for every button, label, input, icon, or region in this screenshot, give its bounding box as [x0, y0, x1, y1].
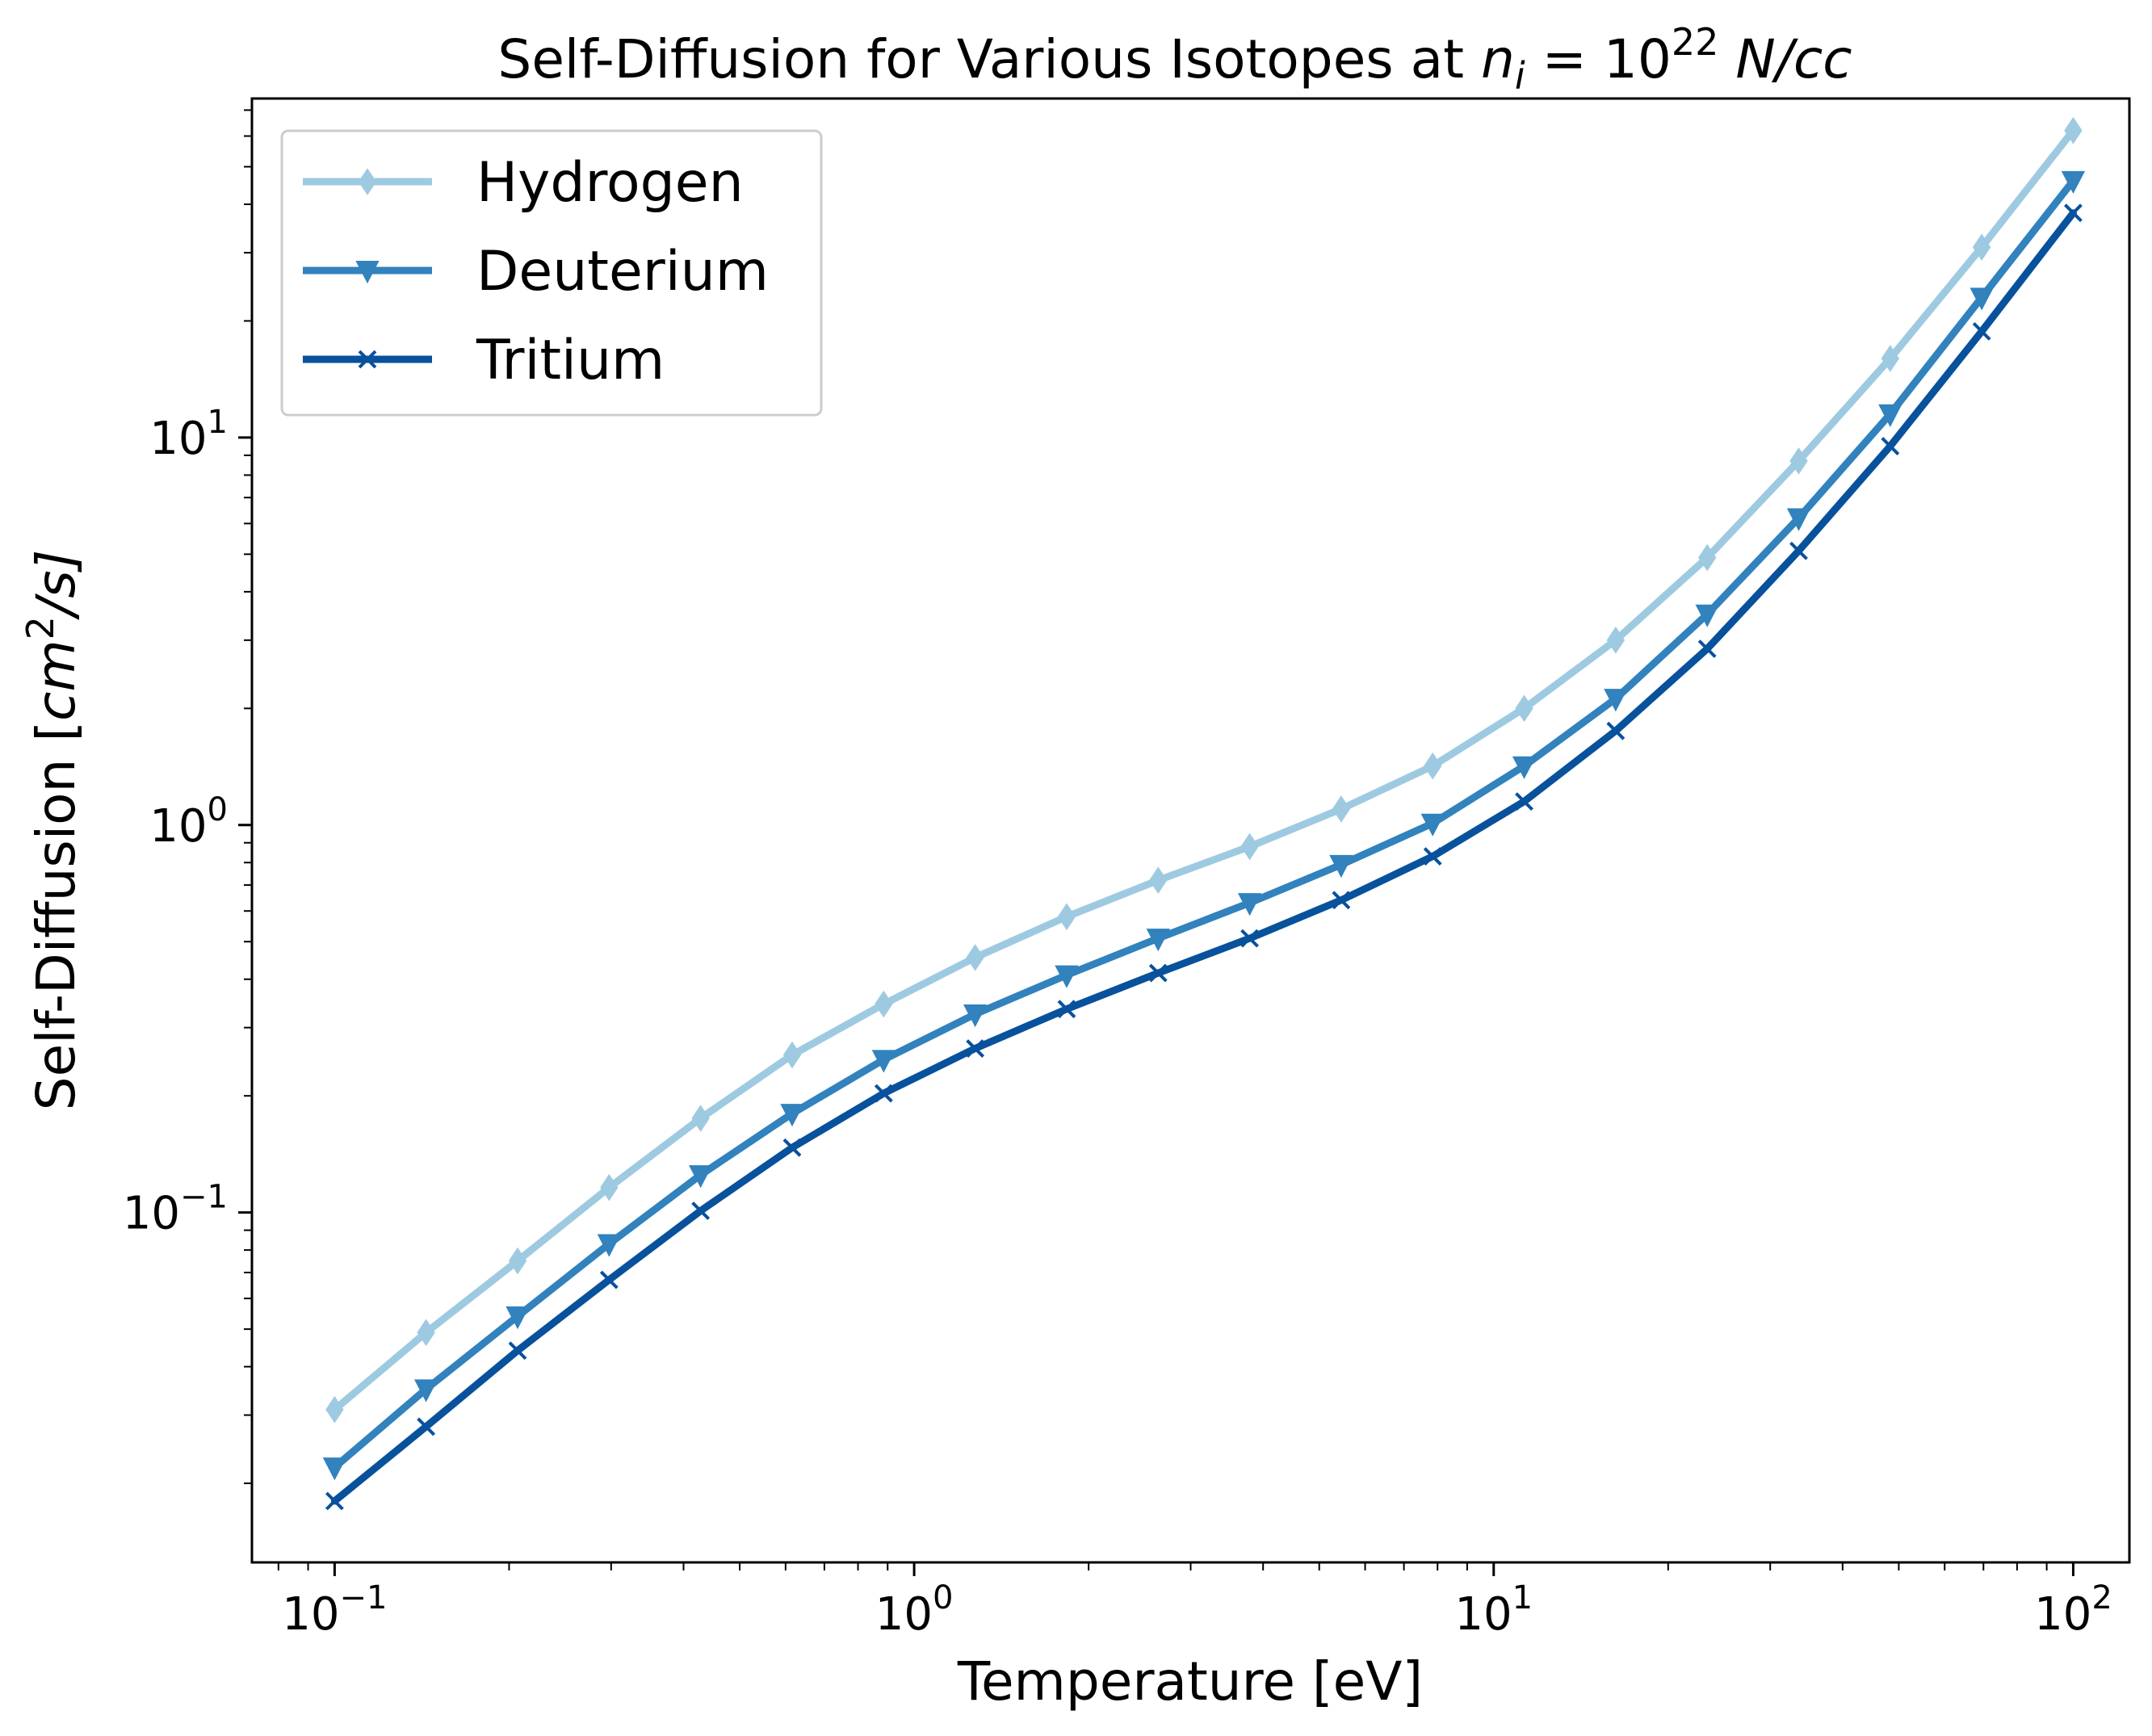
point-deuterium	[1786, 508, 1811, 531]
point-tritium	[1881, 437, 1900, 456]
series-tritium	[325, 203, 2083, 1511]
point-hydrogen	[966, 944, 984, 971]
legend-label: Tritium	[476, 329, 665, 392]
legend-marker	[358, 168, 377, 195]
point-tritium	[325, 1491, 344, 1511]
point-tritium	[1972, 321, 1991, 341]
point-hydrogen	[691, 1105, 710, 1132]
point-deuterium	[1512, 756, 1537, 779]
x-minor-ticks	[277, 1562, 2048, 1570]
point-deuterium	[1878, 404, 1902, 427]
legend-item-hydrogen: Hydrogen	[303, 151, 744, 215]
point-tritium	[1515, 792, 1533, 811]
chart-title: Self-Diffusion for Various Isotopes at n…	[497, 20, 1852, 98]
x-tick-label: 101	[1454, 1579, 1533, 1641]
y-major-ticks: 10−1 100 101	[123, 404, 252, 1240]
point-deuterium	[413, 1379, 438, 1403]
point-deuterium	[1604, 689, 1628, 712]
point-deuterium	[597, 1234, 621, 1257]
y-axis-label: Self-Diffusion [cm2/s]	[19, 550, 87, 1111]
point-deuterium	[1329, 854, 1353, 878]
point-hydrogen	[600, 1173, 619, 1201]
point-deuterium	[1055, 965, 1079, 988]
point-tritium	[508, 1341, 527, 1361]
point-tritium	[874, 1084, 893, 1103]
legend-item-tritium: Tritium	[303, 329, 665, 392]
point-deuterium	[871, 1050, 896, 1073]
legend-marker	[358, 350, 377, 369]
point-hydrogen	[1606, 627, 1626, 654]
point-tritium	[599, 1270, 619, 1289]
point-deuterium	[505, 1306, 530, 1330]
point-hydrogen	[1149, 866, 1168, 895]
point-deuterium	[1420, 813, 1445, 837]
point-tritium	[1240, 929, 1259, 948]
point-tritium	[691, 1201, 711, 1220]
point-tritium	[1332, 891, 1351, 910]
point-hydrogen	[1697, 543, 1717, 572]
series-line-deuterium	[330, 177, 2077, 1471]
point-deuterium	[1146, 929, 1170, 952]
point-hydrogen	[875, 990, 893, 1018]
legend-box	[280, 129, 823, 417]
x-axis-label: Temperature [eV]	[957, 1650, 1423, 1713]
point-deuterium	[780, 1104, 804, 1127]
legend-label: Hydrogen	[476, 151, 744, 215]
point-hydrogen	[1332, 795, 1351, 823]
point-hydrogen	[782, 1041, 802, 1069]
point-tritium	[2064, 203, 2083, 223]
point-tritium	[1606, 721, 1626, 740]
point-hydrogen	[1789, 447, 1808, 475]
point-deuterium	[322, 1457, 347, 1481]
point-hydrogen	[508, 1247, 527, 1275]
point-hydrogen	[1881, 345, 1900, 372]
point-deuterium	[2061, 170, 2086, 195]
point-hydrogen	[2064, 116, 2083, 145]
point-hydrogen	[325, 1395, 344, 1424]
series-layer	[322, 116, 2086, 1511]
y-minor-ticks	[244, 109, 252, 1485]
point-tritium	[1057, 1000, 1076, 1019]
point-hydrogen	[1972, 233, 1991, 261]
x-tick-label: 10−1	[282, 1579, 387, 1641]
point-tritium	[782, 1138, 802, 1157]
plot-area-frame	[250, 97, 2131, 1564]
point-hydrogen	[1240, 832, 1259, 861]
point-tritium	[1697, 639, 1717, 658]
point-deuterium	[1695, 604, 1719, 627]
point-hydrogen	[417, 1319, 435, 1347]
series-hydrogen	[325, 116, 2083, 1424]
point-tritium	[1148, 963, 1168, 983]
y-tick-label: 10−1	[123, 1179, 228, 1240]
point-tritium	[1789, 541, 1808, 560]
legend-item-deuterium: Deuterium	[303, 240, 769, 304]
x-tick-label: 102	[2034, 1579, 2112, 1641]
x-major-ticks: 10−1 100 101 102	[282, 1562, 2112, 1641]
point-deuterium	[963, 1004, 988, 1028]
x-tick-label: 100	[875, 1579, 954, 1641]
series-deuterium	[322, 170, 2086, 1481]
series-line-hydrogen	[330, 127, 2077, 1414]
point-hydrogen	[1424, 752, 1442, 780]
point-deuterium	[1237, 893, 1262, 916]
point-tritium	[966, 1039, 985, 1058]
point-hydrogen	[1515, 694, 1533, 723]
point-hydrogen	[1057, 903, 1076, 931]
legend-label: Deuterium	[476, 240, 769, 304]
point-deuterium	[688, 1165, 713, 1189]
y-tick-label: 101	[149, 404, 228, 465]
point-tritium	[1423, 847, 1442, 866]
point-deuterium	[1970, 287, 1994, 311]
legend: Hydrogen Deuterium Tritium	[280, 129, 823, 417]
series-line-tritium	[330, 209, 2077, 1505]
y-tick-label: 100	[149, 791, 228, 853]
legend-marker	[355, 261, 380, 284]
point-tritium	[417, 1417, 436, 1436]
